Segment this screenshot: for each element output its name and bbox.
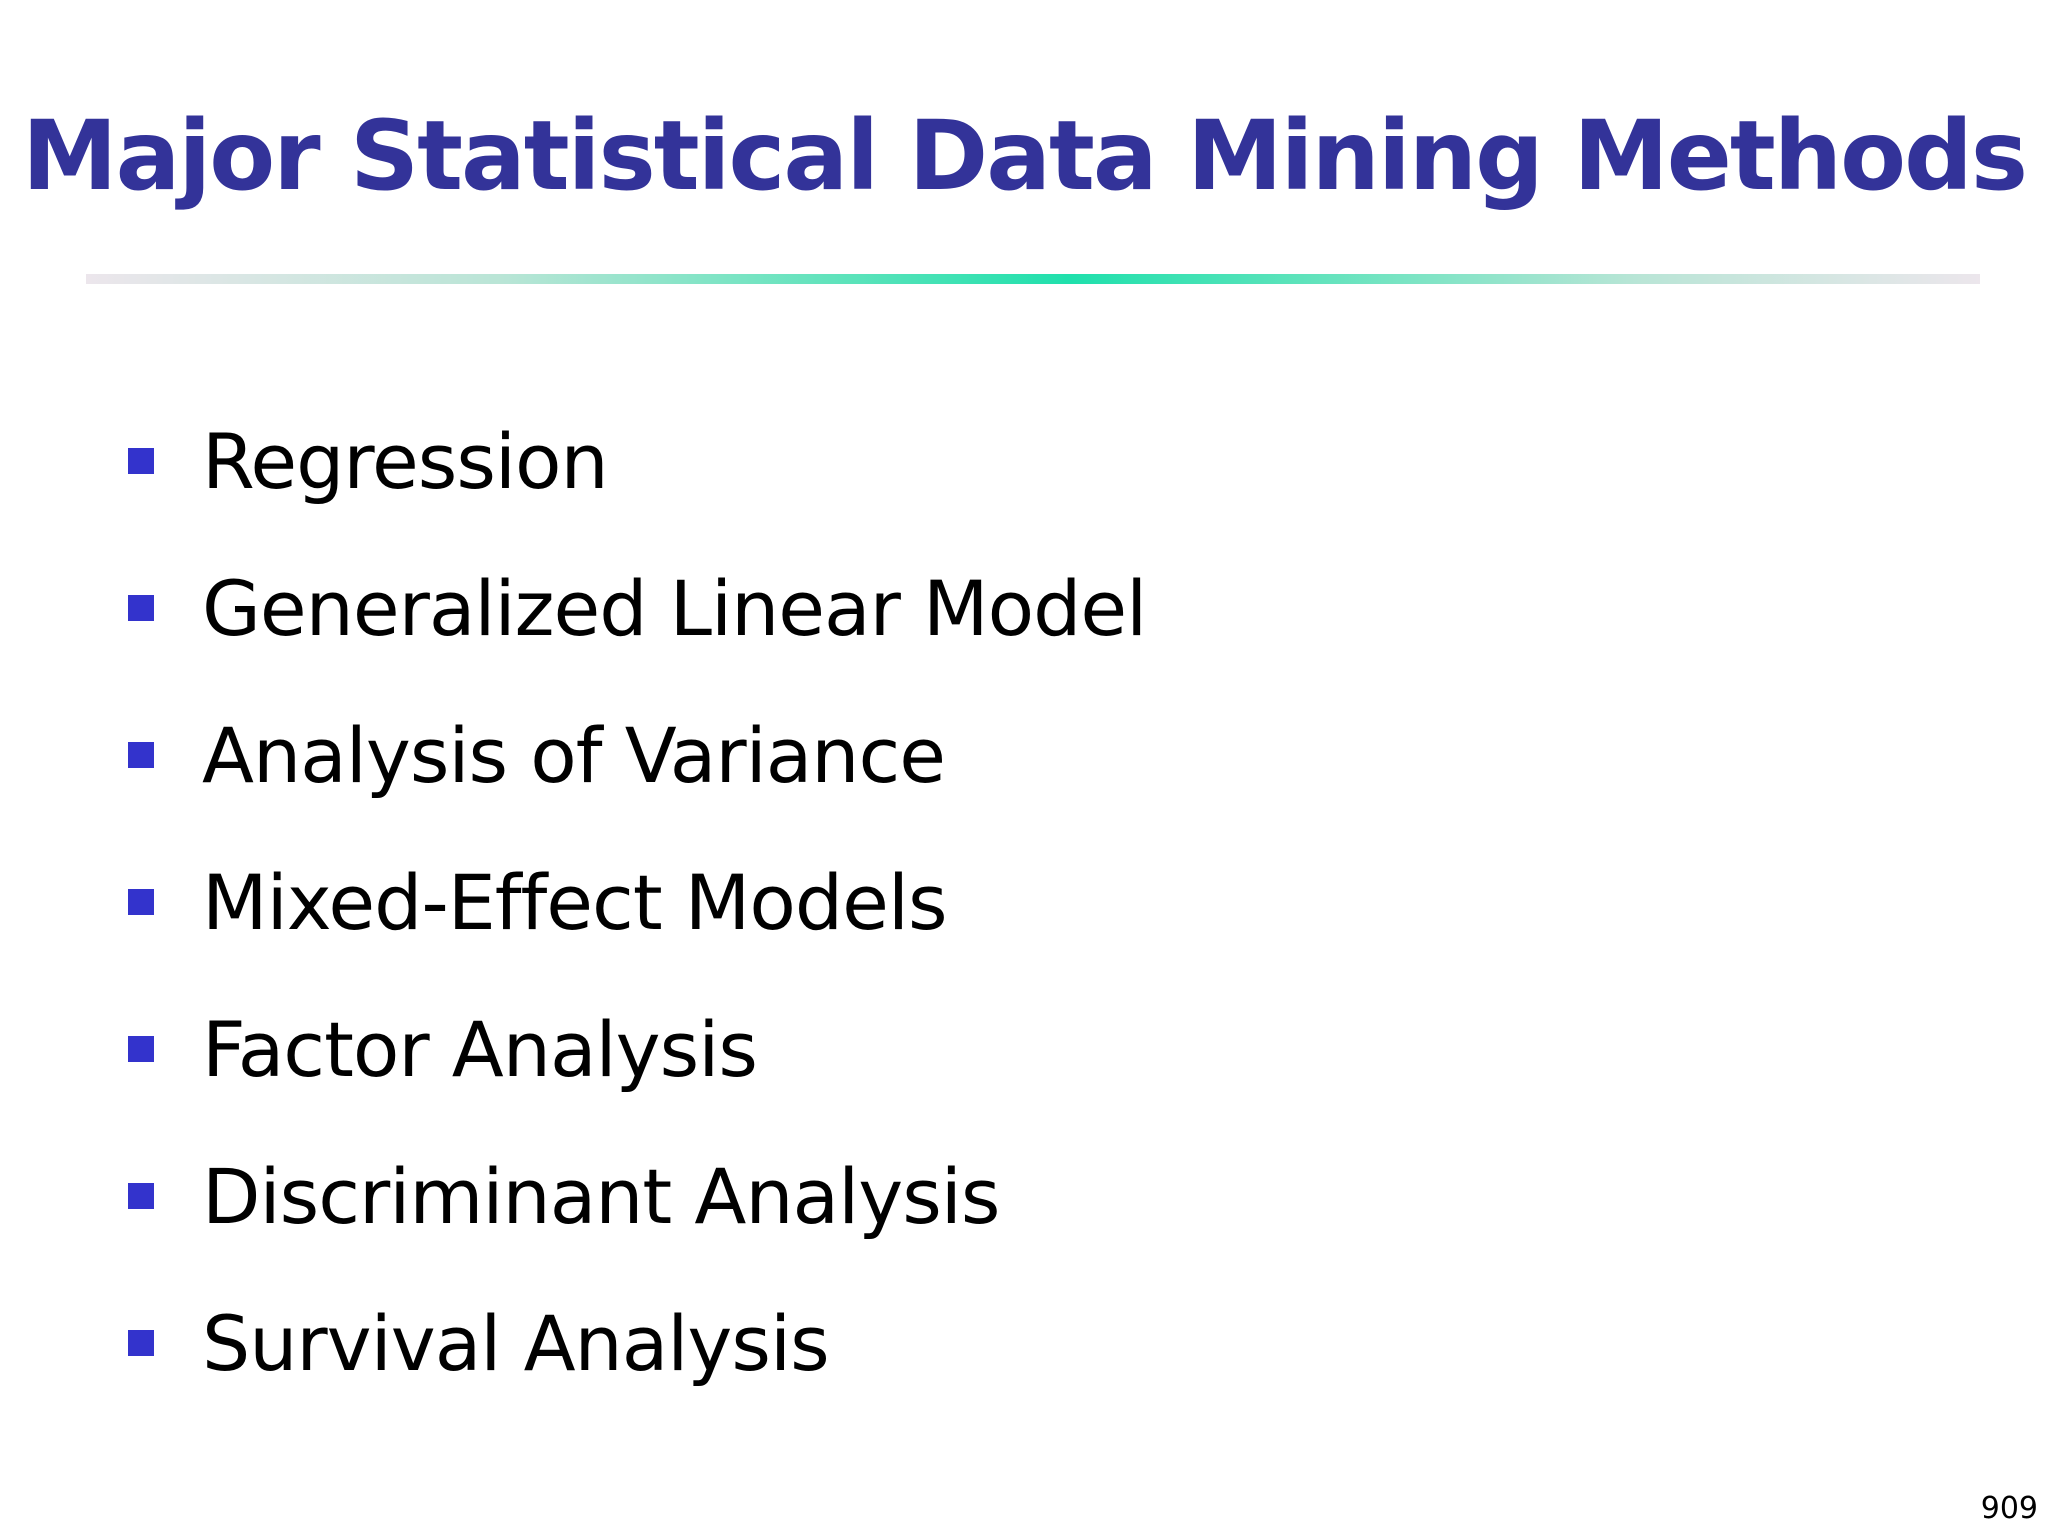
square-bullet-icon: [128, 742, 154, 768]
square-bullet-icon: [128, 1036, 154, 1062]
square-bullet-icon: [128, 889, 154, 915]
square-bullet-icon: [128, 448, 154, 474]
list-item: Generalized Linear Model: [128, 564, 1728, 675]
list-item-label: Survival Analysis: [202, 1299, 830, 1388]
square-bullet-icon: [128, 1330, 154, 1356]
list-item: Factor Analysis: [128, 1005, 1728, 1116]
slide-title: Major Statistical Data Mining Methods: [22, 100, 2028, 212]
list-item: Survival Analysis: [128, 1299, 1728, 1410]
page-number: 909: [1980, 1491, 2038, 1526]
list-item-label: Mixed-Effect Models: [202, 858, 948, 947]
list-item: Regression: [128, 417, 1728, 528]
title-divider: [86, 274, 1980, 284]
list-item-label: Analysis of Variance: [202, 711, 946, 800]
list-item: Analysis of Variance: [128, 711, 1728, 822]
list-item-label: Discriminant Analysis: [202, 1152, 1001, 1241]
square-bullet-icon: [128, 595, 154, 621]
list-item-label: Factor Analysis: [202, 1005, 758, 1094]
square-bullet-icon: [128, 1183, 154, 1209]
list-item-label: Regression: [202, 417, 609, 506]
list-item: Mixed-Effect Models: [128, 858, 1728, 969]
list-item: Discriminant Analysis: [128, 1152, 1728, 1263]
list-item-label: Generalized Linear Model: [202, 564, 1147, 653]
